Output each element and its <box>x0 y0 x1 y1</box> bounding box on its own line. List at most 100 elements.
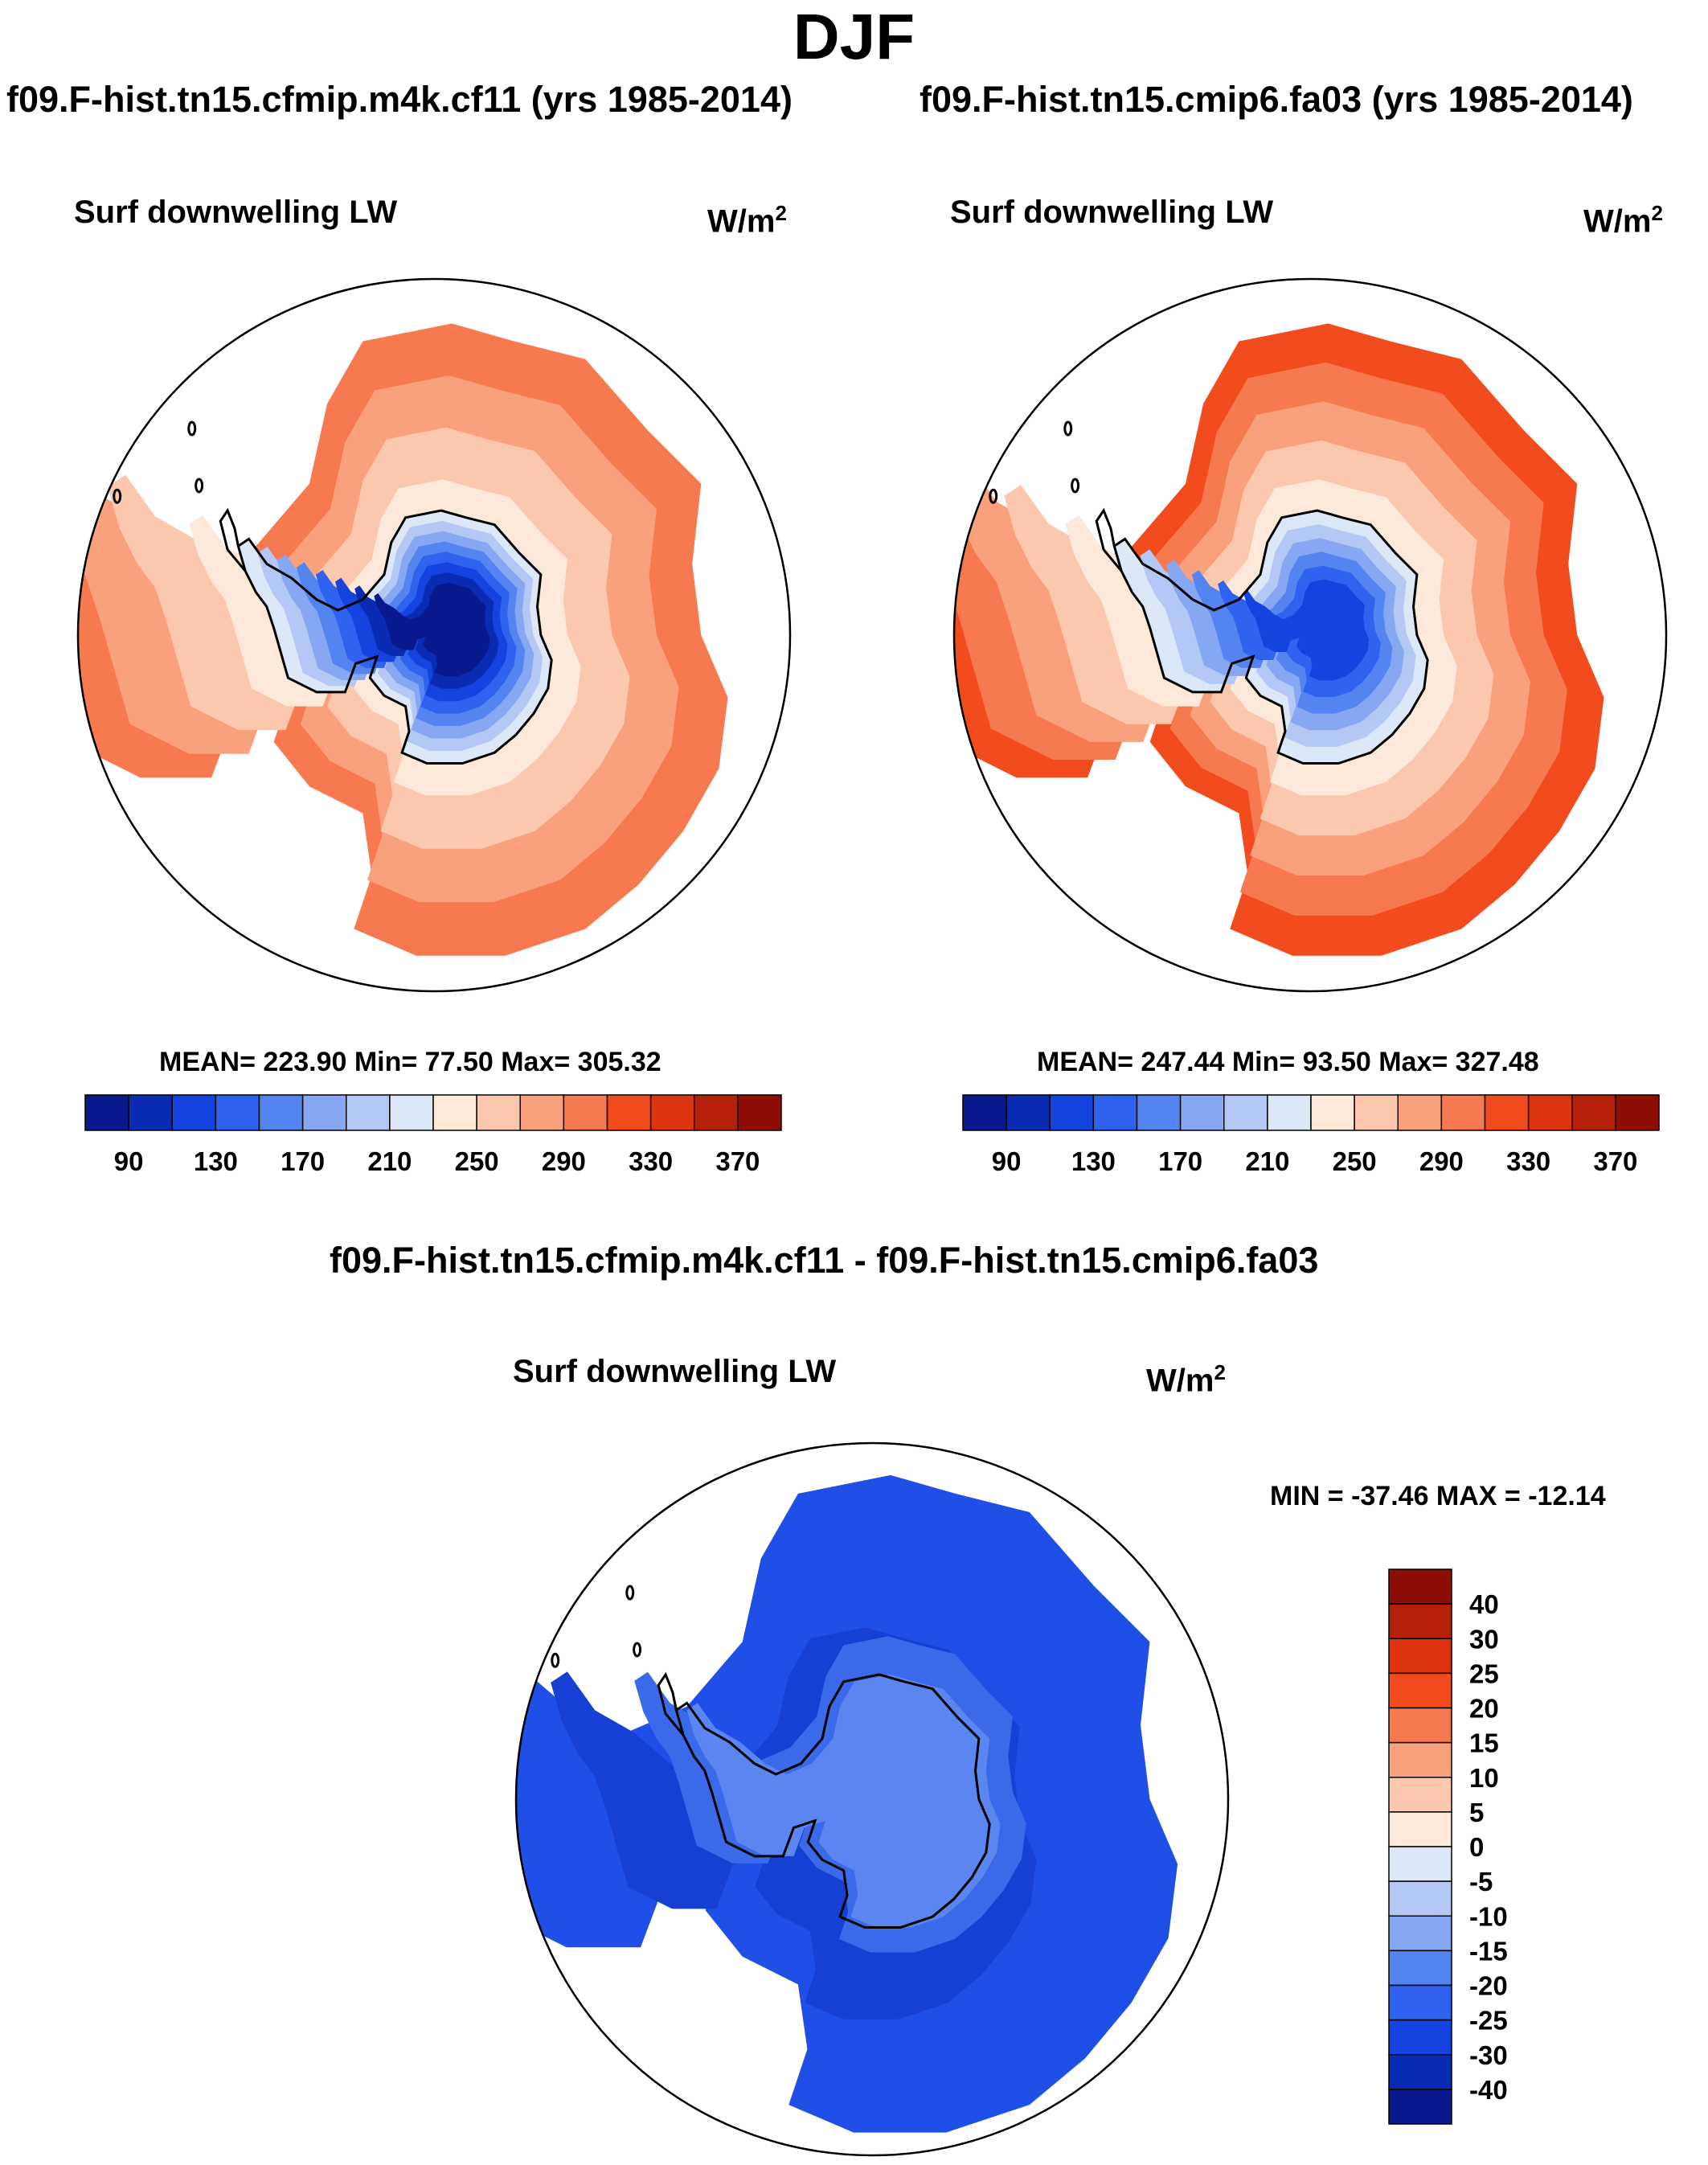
contour-level-115 <box>1243 579 1370 681</box>
map-border <box>952 277 1668 993</box>
panel-2-stats: MEAN= 247.44 Min= 93.50 Max= 327.48 <box>1037 1047 1539 1077</box>
colorbar-box <box>1223 1094 1268 1131</box>
colorbar-tick-label: -20 <box>1469 1971 1508 2001</box>
colorbar-box <box>1006 1094 1051 1131</box>
colorbar-box <box>1179 1094 1225 1131</box>
colorbar-box <box>215 1094 260 1131</box>
panel-2-units-label: W/m2 <box>1583 201 1663 240</box>
colorbar-box <box>1388 1672 1452 1709</box>
colorbar-tick-label: 10 <box>1469 1763 1499 1793</box>
difference-units-label: W/m2 <box>1146 1360 1226 1399</box>
panel-1-case-title: f09.F-hist.tn15.cfmip.m4k.cf11 (yrs 1985… <box>6 79 793 120</box>
colorbar-box <box>476 1094 521 1131</box>
colorbar-tick-label: 130 <box>194 1146 238 1176</box>
panel-2-map <box>952 277 1668 993</box>
colorbar-box <box>1388 1950 1452 1987</box>
colorbar-tick-label: 210 <box>367 1146 412 1176</box>
colorbar-box <box>649 1094 695 1131</box>
colorbar-tick-label: 30 <box>1469 1624 1499 1654</box>
island-outline <box>1071 478 1080 494</box>
colorbar-box <box>1388 1707 1452 1744</box>
colorbar-box <box>1397 1094 1443 1131</box>
colorbar-box <box>737 1094 782 1131</box>
colorbar-box <box>301 1094 347 1131</box>
colorbar-tick-label: 210 <box>1245 1146 1289 1176</box>
colorbar-box <box>1354 1094 1399 1131</box>
difference-colorbar: 40 30 25 20 15 10 5 0 -5 -10 -15 -20 -25 -30 -40 <box>1388 1568 1508 2125</box>
panel-1-colorbar: 90 130 170 210 250 290 330 370 <box>84 1094 782 1176</box>
panel-1-units-label: W/m2 <box>707 201 787 240</box>
colorbar-box <box>1049 1094 1095 1131</box>
colorbar-tick-label: 90 <box>114 1146 144 1176</box>
colorbar-box <box>1388 1603 1452 1639</box>
colorbar-box <box>1388 1811 1452 1847</box>
colorbar-box <box>1388 2019 1452 2056</box>
colorbar-box <box>694 1094 739 1131</box>
map-border <box>514 1441 1230 2157</box>
colorbar-box <box>1484 1094 1530 1131</box>
colorbar-box <box>1388 1984 1452 2021</box>
colorbar-tick-label: 15 <box>1469 1728 1499 1758</box>
colorbar-box <box>1267 1094 1312 1131</box>
colorbar-tick-label: 370 <box>1593 1146 1637 1176</box>
panel-2-case-title: f09.F-hist.tn15.cmip6.fa03 (yrs 1985-201… <box>920 79 1633 120</box>
antarctica-coastline <box>236 509 553 765</box>
colorbar-box <box>1388 1638 1452 1675</box>
colorbar-tick-label: 290 <box>1419 1146 1464 1176</box>
colorbar-box <box>432 1094 477 1131</box>
antarctica-coastline <box>1112 509 1429 765</box>
island-outline <box>625 1585 635 1601</box>
colorbar-box <box>1440 1094 1486 1131</box>
colorbar-tick-label: 20 <box>1469 1694 1499 1724</box>
colorbar-tick-label: 250 <box>455 1146 499 1176</box>
colorbar-box <box>1388 1915 1452 1952</box>
colorbar-box <box>171 1094 217 1131</box>
colorbar-tick-label: 40 <box>1469 1589 1499 1619</box>
colorbar-tick-label: 130 <box>1071 1146 1116 1176</box>
colorbar-box <box>1615 1094 1660 1131</box>
panel-1-stats: MEAN= 223.90 Min= 77.50 Max= 305.32 <box>159 1047 661 1077</box>
island-outline <box>551 1652 560 1668</box>
island-outline <box>195 478 204 494</box>
antarctic-peninsula-coastline <box>1095 507 1123 572</box>
contour-level-neg17 <box>686 1674 1001 1928</box>
colorbar-box <box>1388 1846 1452 1882</box>
colorbar-box <box>128 1094 173 1131</box>
colorbar-box <box>606 1094 652 1131</box>
colorbar-box <box>563 1094 608 1131</box>
island-outline <box>989 488 998 504</box>
colorbar-tick-label: 250 <box>1333 1146 1377 1176</box>
colorbar-box <box>346 1094 391 1131</box>
colorbar-box <box>1310 1094 1355 1131</box>
figure-title: DJF <box>793 1 915 72</box>
panel-1-variable-label: Surf downwelling LW <box>74 195 398 230</box>
island-outline <box>1063 420 1073 437</box>
colorbar-box <box>962 1094 1007 1131</box>
contour-level-85 <box>374 582 490 677</box>
colorbar-box <box>1388 2054 1452 2090</box>
colorbar-tick-label: -15 <box>1469 1936 1508 1966</box>
colorbar-tick-label: -5 <box>1469 1867 1493 1896</box>
colorbar-box <box>1388 1568 1452 1605</box>
panel-1-map <box>76 277 792 993</box>
colorbar-box <box>1092 1094 1138 1131</box>
colorbar-box <box>1388 1777 1452 1813</box>
colorbar-tick-label: 170 <box>1158 1146 1202 1176</box>
colorbar-tick-label: -40 <box>1469 2075 1508 2105</box>
colorbar-tick-label: 370 <box>715 1146 760 1176</box>
colorbar-box <box>1571 1094 1616 1131</box>
colorbar-tick-label: 25 <box>1469 1659 1499 1688</box>
difference-title: f09.F-hist.tn15.cfmip.m4k.cf11 - f09.F-h… <box>330 1240 1319 1281</box>
island-outline <box>113 488 122 504</box>
colorbar-tick-label: 0 <box>1469 1832 1484 1862</box>
antarctic-peninsula-coastline <box>657 1671 685 1737</box>
colorbar-tick-label: 330 <box>1506 1146 1550 1176</box>
colorbar-tick-label: 5 <box>1469 1798 1484 1827</box>
colorbar-tick-label: -30 <box>1469 2040 1508 2070</box>
island-outline <box>187 420 197 437</box>
panel-2-colorbar: 90 130 170 210 250 290 330 370 <box>962 1094 1660 1176</box>
colorbar-box <box>1527 1094 1573 1131</box>
colorbar-box <box>1388 1880 1452 1917</box>
antarctic-peninsula-coastline <box>219 507 247 572</box>
colorbar-tick-label: -25 <box>1469 2006 1508 2036</box>
